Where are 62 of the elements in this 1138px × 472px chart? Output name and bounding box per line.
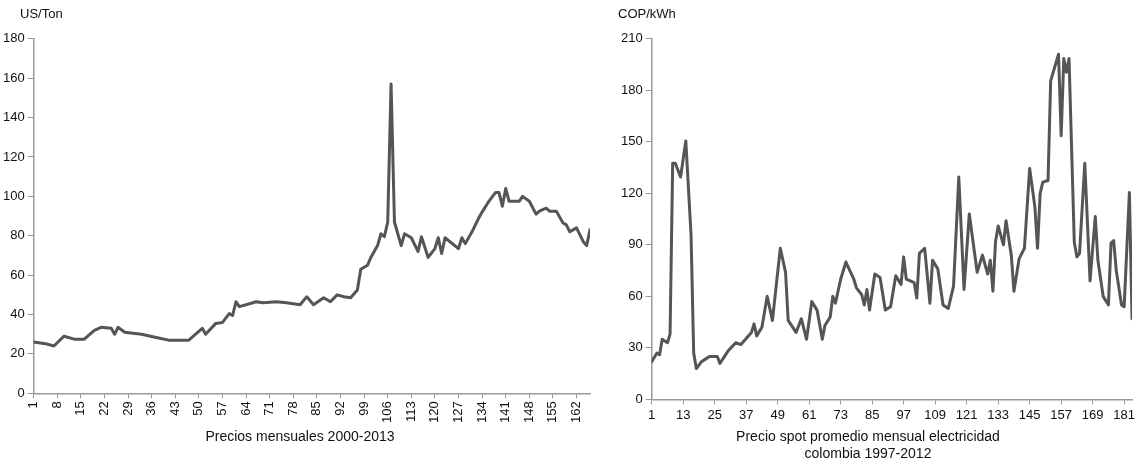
x-tick-label: 155 bbox=[544, 401, 560, 424]
x-tick-label: 162 bbox=[568, 401, 584, 424]
x-tick-label: 106 bbox=[379, 401, 395, 424]
y-tick-label: 150 bbox=[620, 133, 643, 149]
x-tick-label: 141 bbox=[497, 401, 513, 424]
x-tick-label: 78 bbox=[284, 401, 300, 416]
y-tick-label: 140 bbox=[2, 109, 25, 125]
x-tick-label: 169 bbox=[1081, 406, 1104, 422]
y-tick-label: 40 bbox=[10, 306, 25, 322]
y-axis-title: US/Ton bbox=[20, 6, 63, 21]
y-tick-label: 0 bbox=[635, 390, 643, 406]
x-tick-label: 145 bbox=[1018, 406, 1041, 422]
x-tick-label: 15 bbox=[72, 401, 88, 416]
x-tick-label: 1 bbox=[25, 401, 41, 409]
y-tick-label: 160 bbox=[2, 69, 25, 85]
y-tick-label: 180 bbox=[620, 81, 643, 97]
y-tick-label: 60 bbox=[628, 287, 643, 303]
x-tick-label: 8 bbox=[48, 401, 64, 409]
x-tick-label: 120 bbox=[426, 401, 442, 424]
y-tick-label: 120 bbox=[620, 184, 643, 200]
x-tick-label: 97 bbox=[896, 406, 911, 422]
x-tick-label: 22 bbox=[96, 401, 112, 416]
x-tick-label: 73 bbox=[833, 406, 848, 422]
x-tick-label: 127 bbox=[450, 401, 466, 424]
x-tick-label: 25 bbox=[707, 406, 722, 422]
x-tick-label: 85 bbox=[864, 406, 880, 422]
x-tick-label: 57 bbox=[214, 401, 230, 416]
x-tick-label: 99 bbox=[355, 401, 371, 416]
y-tick-label: 30 bbox=[628, 339, 643, 355]
x-tick-label: 13 bbox=[675, 406, 691, 422]
x-tick-label: 49 bbox=[770, 406, 785, 422]
x-tick-label: 85 bbox=[308, 401, 324, 416]
x-tick-label: 37 bbox=[738, 406, 754, 422]
y-tick-label: 80 bbox=[10, 227, 25, 243]
y-tick-label: 210 bbox=[620, 30, 643, 46]
x-tick-label: 133 bbox=[987, 406, 1010, 422]
y-tick-label: 180 bbox=[2, 30, 25, 46]
x-tick-label: 50 bbox=[190, 401, 206, 416]
x-tick-label: 1 bbox=[648, 406, 656, 422]
x-tick-label: 181 bbox=[1113, 406, 1136, 422]
y-tick-label: 0 bbox=[17, 384, 25, 400]
x-tick-label: 92 bbox=[332, 401, 348, 416]
y-tick-label: 90 bbox=[628, 236, 643, 252]
x-tick-label: 36 bbox=[143, 401, 159, 416]
x-tick-label: 109 bbox=[924, 406, 947, 422]
x-tick-label: 43 bbox=[166, 401, 182, 416]
x-tick-label: 29 bbox=[119, 401, 135, 416]
x-tick-label: 134 bbox=[473, 401, 489, 424]
x-tick-label: 71 bbox=[261, 401, 277, 416]
x-tick-label: 121 bbox=[955, 406, 978, 422]
x-tick-label: 61 bbox=[801, 406, 817, 422]
x-axis-title: Precio spot promedio mensual electricidad colombia 1997-2012 bbox=[735, 428, 1001, 462]
y-axis-title: COP/kWh bbox=[618, 6, 676, 21]
y-tick-label: 20 bbox=[10, 345, 25, 361]
y-tick-label: 100 bbox=[2, 187, 25, 203]
x-tick-label: 157 bbox=[1050, 406, 1073, 422]
x-tick-label: 148 bbox=[520, 401, 536, 424]
y-tick-label: 120 bbox=[2, 148, 25, 164]
x-axis-title: Precios mensuales 2000-2013 bbox=[204, 428, 396, 445]
y-tick-label: 60 bbox=[10, 266, 25, 282]
x-tick-label: 113 bbox=[402, 401, 418, 423]
x-tick-label: 64 bbox=[237, 401, 253, 416]
